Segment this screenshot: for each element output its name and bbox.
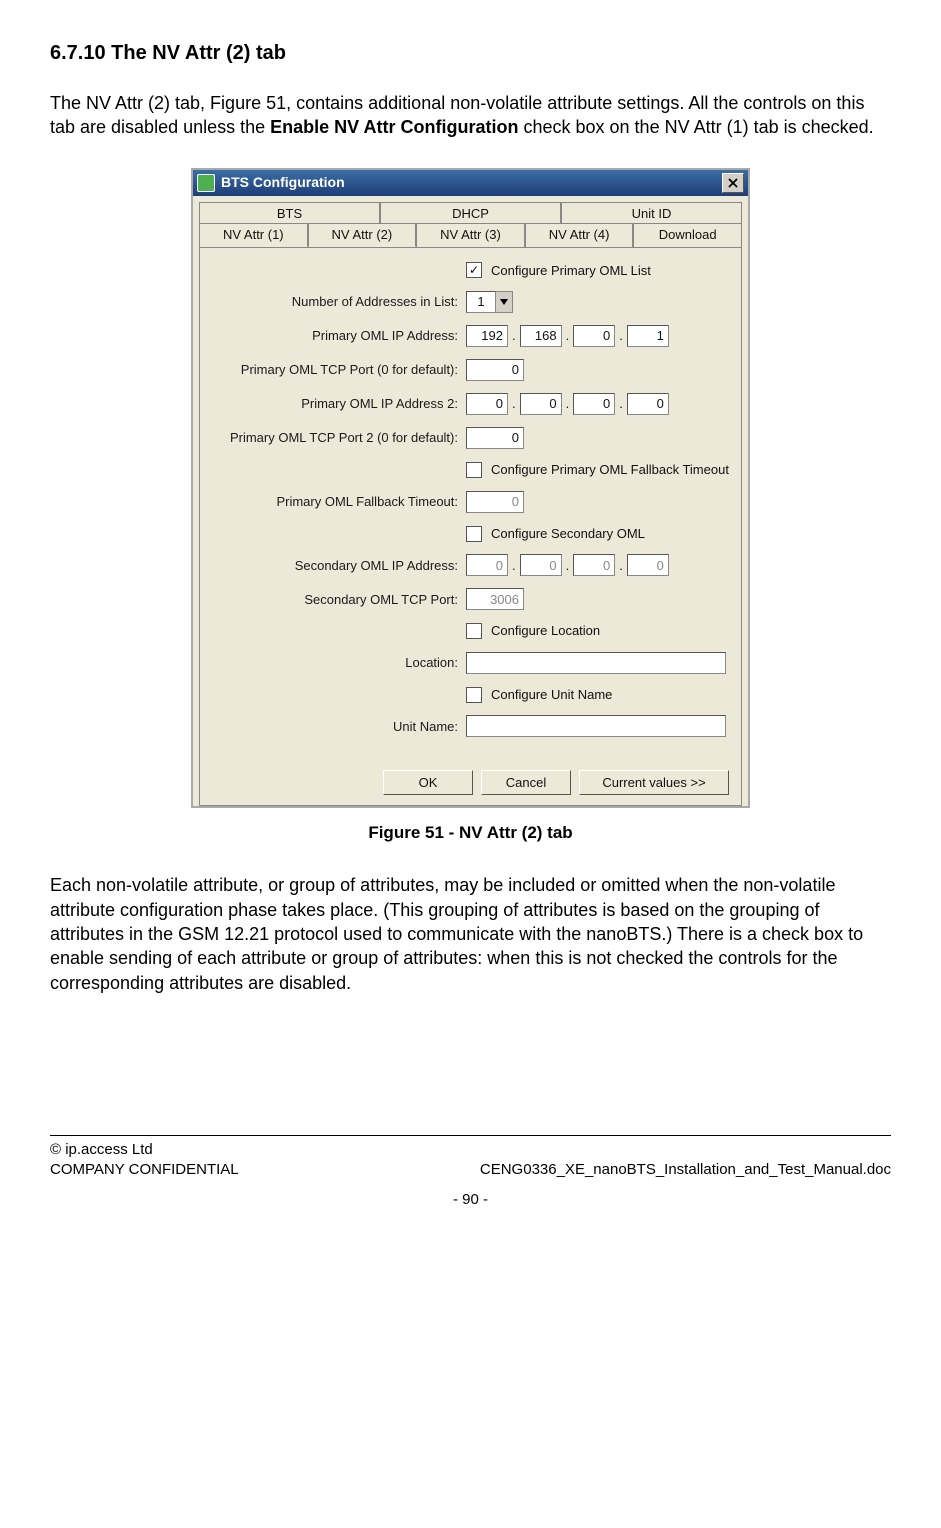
footer-confidential: COMPANY CONFIDENTIAL [50, 1160, 239, 1180]
primary-ip2-2[interactable]: 0 [573, 393, 615, 415]
intro-text-2: check box on the NV Attr (1) tab is chec… [518, 117, 873, 137]
secondary-port-label: Secondary OML TCP Port: [210, 591, 466, 609]
tab-unitid[interactable]: Unit ID [561, 202, 742, 225]
tab-dhcp[interactable]: DHCP [380, 202, 561, 225]
primary-port2-label: Primary OML TCP Port 2 (0 for default): [210, 429, 466, 447]
tab-area: BTS DHCP Unit ID NV Attr (1) NV Attr (2)… [193, 196, 748, 807]
footer-copyright: © ip.access Ltd [50, 1140, 891, 1160]
primary-ip-2[interactable]: 0 [573, 325, 615, 347]
app-icon [197, 174, 215, 192]
fallback-label: Primary OML Fallback Timeout: [210, 493, 466, 511]
secondary-port-input[interactable]: 3006 [466, 588, 524, 610]
tab-panel: Configure Primary OML List Number of Add… [199, 247, 742, 807]
secondary-ip-label: Secondary OML IP Address: [210, 557, 466, 575]
close-icon [728, 178, 738, 188]
chk-unitname[interactable] [466, 687, 482, 703]
titlebar: BTS Configuration [193, 170, 748, 196]
primary-ip-1[interactable]: 168 [520, 325, 562, 347]
num-addr-value: 1 [466, 291, 496, 313]
tab-bts[interactable]: BTS [199, 202, 380, 225]
window-title: BTS Configuration [221, 173, 722, 192]
close-button[interactable] [722, 173, 744, 193]
bts-config-dialog: BTS Configuration BTS DHCP Unit ID NV At… [191, 168, 750, 809]
figure-caption: Figure 51 - NV Attr (2) tab [50, 822, 891, 845]
num-addr-label: Number of Addresses in List: [210, 293, 466, 311]
primary-ip2-3[interactable]: 0 [627, 393, 669, 415]
primary-ip-3[interactable]: 1 [627, 325, 669, 347]
tab-row-front: NV Attr (1) NV Attr (2) NV Attr (3) NV A… [199, 223, 742, 247]
footer-page: - 90 - [50, 1190, 891, 1210]
tab-row-back: BTS DHCP Unit ID [199, 202, 742, 225]
fallback-input[interactable]: 0 [466, 491, 524, 513]
secondary-ip-2[interactable]: 0 [573, 554, 615, 576]
tab-nvattr1[interactable]: NV Attr (1) [199, 223, 308, 247]
unitname-input[interactable] [466, 715, 726, 737]
location-input[interactable] [466, 652, 726, 674]
ok-button[interactable]: OK [383, 770, 473, 796]
primary-ip-0[interactable]: 192 [466, 325, 508, 347]
intro-bold: Enable NV Attr Configuration [270, 117, 518, 137]
button-row: OK Cancel Current values >> [383, 770, 729, 796]
intro-paragraph: The NV Attr (2) tab, Figure 51, contains… [50, 91, 891, 140]
chk-secondary-label: Configure Secondary OML [491, 525, 645, 543]
tab-nvattr2[interactable]: NV Attr (2) [308, 223, 417, 247]
location-label: Location: [210, 654, 466, 672]
tab-nvattr4[interactable]: NV Attr (4) [525, 223, 634, 247]
chevron-down-icon [496, 291, 513, 313]
primary-port-input[interactable]: 0 [466, 359, 524, 381]
chk-location[interactable] [466, 623, 482, 639]
primary-ip-label: Primary OML IP Address: [210, 327, 466, 345]
body-paragraph: Each non-volatile attribute, or group of… [50, 873, 891, 994]
primary-ip2-1[interactable]: 0 [520, 393, 562, 415]
tab-nvattr3[interactable]: NV Attr (3) [416, 223, 525, 247]
chk-location-label: Configure Location [491, 622, 600, 640]
footer-docname: CENG0336_XE_nanoBTS_Installation_and_Tes… [480, 1160, 891, 1180]
chk-primary-oml-list-label: Configure Primary OML List [491, 262, 651, 280]
chk-fallback[interactable] [466, 462, 482, 478]
primary-port2-input[interactable]: 0 [466, 427, 524, 449]
primary-ip2-label: Primary OML IP Address 2: [210, 395, 466, 413]
secondary-ip-3[interactable]: 0 [627, 554, 669, 576]
cancel-button[interactable]: Cancel [481, 770, 571, 796]
primary-ip2-0[interactable]: 0 [466, 393, 508, 415]
current-values-button[interactable]: Current values >> [579, 770, 729, 796]
figure-container: BTS Configuration BTS DHCP Unit ID NV At… [50, 168, 891, 809]
chk-primary-oml-list[interactable] [466, 262, 482, 278]
unitname-label: Unit Name: [210, 718, 466, 736]
num-addr-select[interactable]: 1 [466, 291, 513, 313]
tab-download[interactable]: Download [633, 223, 742, 247]
secondary-ip-1[interactable]: 0 [520, 554, 562, 576]
chk-secondary[interactable] [466, 526, 482, 542]
secondary-ip-0[interactable]: 0 [466, 554, 508, 576]
primary-port-label: Primary OML TCP Port (0 for default): [210, 361, 466, 379]
section-heading: 6.7.10 The NV Attr (2) tab [50, 40, 891, 67]
chk-fallback-label: Configure Primary OML Fallback Timeout [491, 461, 729, 479]
page-footer: © ip.access Ltd COMPANY CONFIDENTIAL CEN… [50, 1135, 891, 1211]
chk-unitname-label: Configure Unit Name [491, 686, 612, 704]
